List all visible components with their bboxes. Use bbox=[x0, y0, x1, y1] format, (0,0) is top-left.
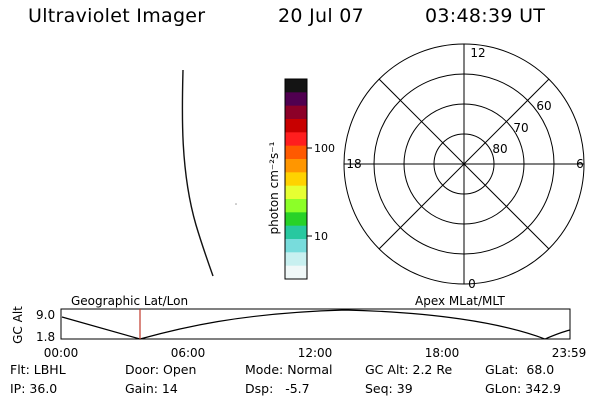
colorbar-cell bbox=[285, 105, 307, 120]
altitude-timeline: Geographic Lat/Lon Apex MLat/MLT GC Alt … bbox=[11, 294, 586, 360]
info-gain: Gain: 14 bbox=[125, 381, 178, 396]
altitude-curve bbox=[61, 309, 571, 340]
info-glon: GLon: 342.9 bbox=[485, 381, 561, 396]
polar-labels: 12 0 18 6 60 70 80 bbox=[346, 46, 583, 291]
colorbar-cell bbox=[285, 252, 307, 267]
timeline-xtick-0600: 06:00 bbox=[171, 346, 206, 360]
info-ip: IP: 36.0 bbox=[10, 381, 58, 396]
uv-image-panel bbox=[181, 69, 237, 277]
earth-limb-arc bbox=[181, 69, 214, 277]
instrument-title: Ultraviolet Imager bbox=[28, 5, 206, 27]
colorbar-cell bbox=[285, 239, 307, 253]
colorbar-cell bbox=[285, 92, 307, 107]
image-speck bbox=[235, 203, 237, 205]
polar-diagonal-2 bbox=[378, 78, 550, 250]
colorbar-cell bbox=[285, 265, 307, 280]
mlt-label-18: 18 bbox=[346, 157, 361, 171]
colorbar-cell bbox=[285, 145, 307, 160]
colorbar-cell bbox=[285, 185, 307, 200]
timeline-xtick-1200: 12:00 bbox=[298, 346, 333, 360]
date-label: 20 Jul 07 bbox=[278, 5, 365, 27]
colorbar-frame bbox=[284, 78, 308, 280]
timeline-ylabel: GC Alt bbox=[11, 306, 25, 344]
timeline-left-title: Geographic Lat/Lon bbox=[71, 294, 188, 308]
info-gc-alt: GC Alt: 2.2 Re bbox=[365, 362, 453, 377]
colorbar-cell bbox=[285, 172, 307, 187]
timeline-xtick-0000: 00:00 bbox=[44, 346, 79, 360]
colorbar-cell bbox=[285, 159, 307, 173]
mlt-label-6: 6 bbox=[576, 157, 584, 171]
info-dsp: Dsp: -5.7 bbox=[245, 381, 310, 396]
timeline-xtick-2359: 23:59 bbox=[552, 346, 587, 360]
lat-label-60: 60 bbox=[536, 99, 551, 113]
timeline-ytick-9: 9.0 bbox=[36, 308, 55, 322]
polar-plot bbox=[343, 43, 585, 285]
timeline-frame bbox=[60, 308, 571, 340]
colorbar-gradient bbox=[285, 79, 307, 280]
mlt-label-12: 12 bbox=[470, 46, 485, 60]
info-mode: Mode: Normal bbox=[245, 362, 333, 377]
colorbar-unit-label: photon cm⁻²s⁻¹ bbox=[267, 141, 281, 234]
timeline-right-title: Apex MLat/MLT bbox=[415, 294, 505, 308]
colorbar: 100 10 photon cm⁻²s⁻¹ bbox=[267, 78, 335, 280]
colorbar-cell bbox=[285, 212, 307, 227]
timeline-ytick-1-8: 1.8 bbox=[36, 330, 55, 344]
time-label: 03:48:39 UT bbox=[425, 5, 546, 27]
colorbar-label-100: 100 bbox=[314, 142, 335, 155]
colorbar-cell bbox=[285, 225, 307, 240]
colorbar-cell bbox=[285, 119, 307, 133]
colorbar-cell bbox=[285, 132, 307, 147]
colorbar-label-10: 10 bbox=[314, 230, 328, 243]
info-flt: Flt: LBHL bbox=[10, 362, 66, 377]
lat-label-80: 80 bbox=[492, 142, 507, 156]
info-glat: GLat: 68.0 bbox=[485, 362, 555, 377]
colorbar-cell bbox=[285, 199, 307, 213]
colorbar-cell bbox=[285, 79, 307, 93]
mlt-label-0: 0 bbox=[468, 277, 476, 291]
lat-label-70: 70 bbox=[513, 121, 528, 135]
info-seq: Seq: 39 bbox=[365, 381, 413, 396]
timeline-xtick-1800: 18:00 bbox=[425, 346, 460, 360]
info-door: Door: Open bbox=[125, 362, 197, 377]
